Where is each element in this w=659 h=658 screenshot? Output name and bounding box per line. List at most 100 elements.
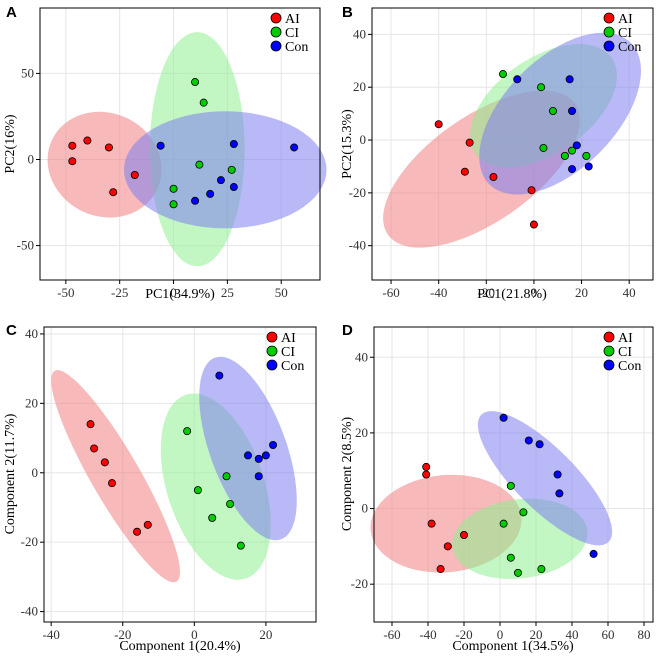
panel-c-ylabel: Component 2(11.7%)	[3, 413, 18, 534]
panel-a-point-con	[156, 141, 165, 150]
panel-a-xtick-label: 50	[275, 285, 288, 300]
panel-d-xtick-label: 60	[602, 627, 615, 642]
panel-a-point-ci	[227, 165, 236, 174]
panel-c-point-ci	[208, 513, 217, 522]
panel-a-point-ai	[104, 143, 113, 152]
panel-b-point-ci	[568, 146, 577, 155]
panel-a-point-con	[206, 189, 215, 198]
panel-c-ytick-label: -40	[21, 604, 38, 619]
panel-c-xtick-label: 20	[259, 627, 272, 642]
panel-c-point-ci	[236, 541, 245, 550]
panel-a-ellipse-con	[124, 111, 327, 229]
panel-d-xtick-label: -20	[455, 627, 472, 642]
panel-a-xtick-label: 0	[170, 285, 177, 300]
panel-d-point-ci	[499, 519, 508, 528]
panel-d-point-con	[524, 436, 533, 445]
panel-b-legend-label-ci: CI	[618, 26, 632, 41]
panel-a-legend-marker-con	[270, 40, 282, 52]
panel-d-point-ai	[427, 519, 436, 528]
panel-b-ellipse-con	[479, 32, 641, 195]
panel-c-point-ci	[222, 472, 231, 481]
panel-b-legend-marker-con	[603, 40, 615, 52]
panel-b-point-ai	[460, 167, 469, 176]
panel-b-point-ci	[537, 83, 546, 92]
panel-b-point-ci	[498, 70, 507, 79]
panel-d-point-ci	[506, 553, 515, 562]
panel-a-xtick-label: -50	[57, 285, 74, 300]
panel-a-point-ci	[169, 200, 178, 209]
panel-d-ytick-label: -20	[351, 576, 368, 591]
panel-d-point-ai	[443, 542, 452, 551]
panel-b-xlabel: PC1(21.8%)	[477, 287, 547, 302]
panel-a-point-ai	[68, 141, 77, 150]
panel-c-ellipse-ai	[51, 370, 180, 583]
panel-d-legend-label-ai: AI	[618, 331, 633, 346]
panel-c-point-ai	[108, 479, 117, 488]
panel-c-legend-label-con: Con	[281, 359, 304, 374]
panel-b-legend-label-con: Con	[618, 40, 641, 55]
panel-d-legend-marker-con	[603, 359, 615, 371]
panel-a-legend-label-ai: AI	[285, 12, 300, 27]
panel-b-ytick-label: 0	[360, 132, 367, 147]
panel-a-ytick-label: -50	[17, 238, 34, 253]
panel-b-point-con	[584, 162, 593, 171]
panel-c-xlabel: Component 1(20.4%)	[119, 639, 241, 654]
panel-c-legend-marker-con	[266, 359, 278, 371]
panel-c-ytick-label: -20	[21, 534, 38, 549]
panel-b-point-ai	[529, 220, 538, 229]
panel-b-point-con	[572, 141, 581, 150]
panel-d-point-con	[555, 489, 564, 498]
panel-d-ylabel: Component 2(8.5%)	[340, 417, 355, 532]
panel-b-ylabel: PC2(15.3%)	[340, 109, 355, 179]
panel-a-point-ai	[109, 188, 118, 197]
panel-c-frame	[43, 326, 317, 623]
panel-b-point-con	[568, 165, 577, 174]
panel-c-point-con	[243, 451, 252, 460]
panel-b-ytick-label: -40	[349, 238, 366, 253]
panel-c-point-ci	[226, 499, 235, 508]
panel-b-point-con	[568, 106, 577, 115]
panel-a-ylabel: PC2(16%)	[3, 114, 18, 173]
panel-d-point-ci	[519, 508, 528, 517]
panel-a-legend-marker-ci	[270, 26, 282, 38]
panel-b-frame	[371, 7, 654, 281]
panel-b-ytick-label: 20	[353, 79, 366, 94]
panel-a-point-ci	[191, 78, 200, 87]
panel-b-xtick-label: -60	[382, 285, 399, 300]
panel-b-point-ai	[489, 173, 498, 182]
panel-b-point-ai	[465, 138, 474, 147]
panel-d-point-ai	[422, 470, 431, 479]
panel-d-ytick-label: 20	[355, 425, 368, 440]
panel-b-label: B	[342, 4, 353, 21]
panel-a-point-con	[229, 139, 238, 148]
panel-a-legend-marker-ai	[270, 12, 282, 24]
panel-d-xtick-label: -40	[419, 627, 436, 642]
panel-c-point-ci	[193, 486, 202, 495]
panel-d-point-ci	[537, 565, 546, 574]
panel-d-ytick-label: 40	[355, 349, 368, 364]
panel-b-point-ai	[527, 186, 536, 195]
panel-c-ellipse-con	[199, 356, 297, 541]
panel-d-point-ai	[436, 565, 445, 574]
panel-d-xlabel: Component 1(34.5%)	[452, 639, 574, 654]
panel-a-legend-label-con: Con	[285, 40, 308, 55]
panel-b-xtick-label: 0	[531, 285, 538, 300]
panel-c-point-ci	[183, 427, 192, 436]
panel-c-point-ai	[143, 520, 152, 529]
panel-d-point-ai	[459, 531, 468, 540]
panel-b-point-ci	[582, 151, 591, 160]
panel-a-point-con	[191, 196, 200, 205]
panel-c-point-con	[254, 454, 263, 463]
panel-a-point-ai	[130, 170, 139, 179]
panel-a-legend-label-ci: CI	[285, 26, 299, 41]
panel-d-point-ci	[506, 481, 515, 490]
panel-a-point-con	[229, 183, 238, 192]
panel-c-point-con	[269, 440, 278, 449]
panel-b-xtick-label: 20	[575, 285, 588, 300]
panel-c-legend-marker-ci	[266, 345, 278, 357]
panel-b-point-ai	[434, 120, 443, 129]
panel-c-ytick-label: 20	[25, 395, 38, 410]
